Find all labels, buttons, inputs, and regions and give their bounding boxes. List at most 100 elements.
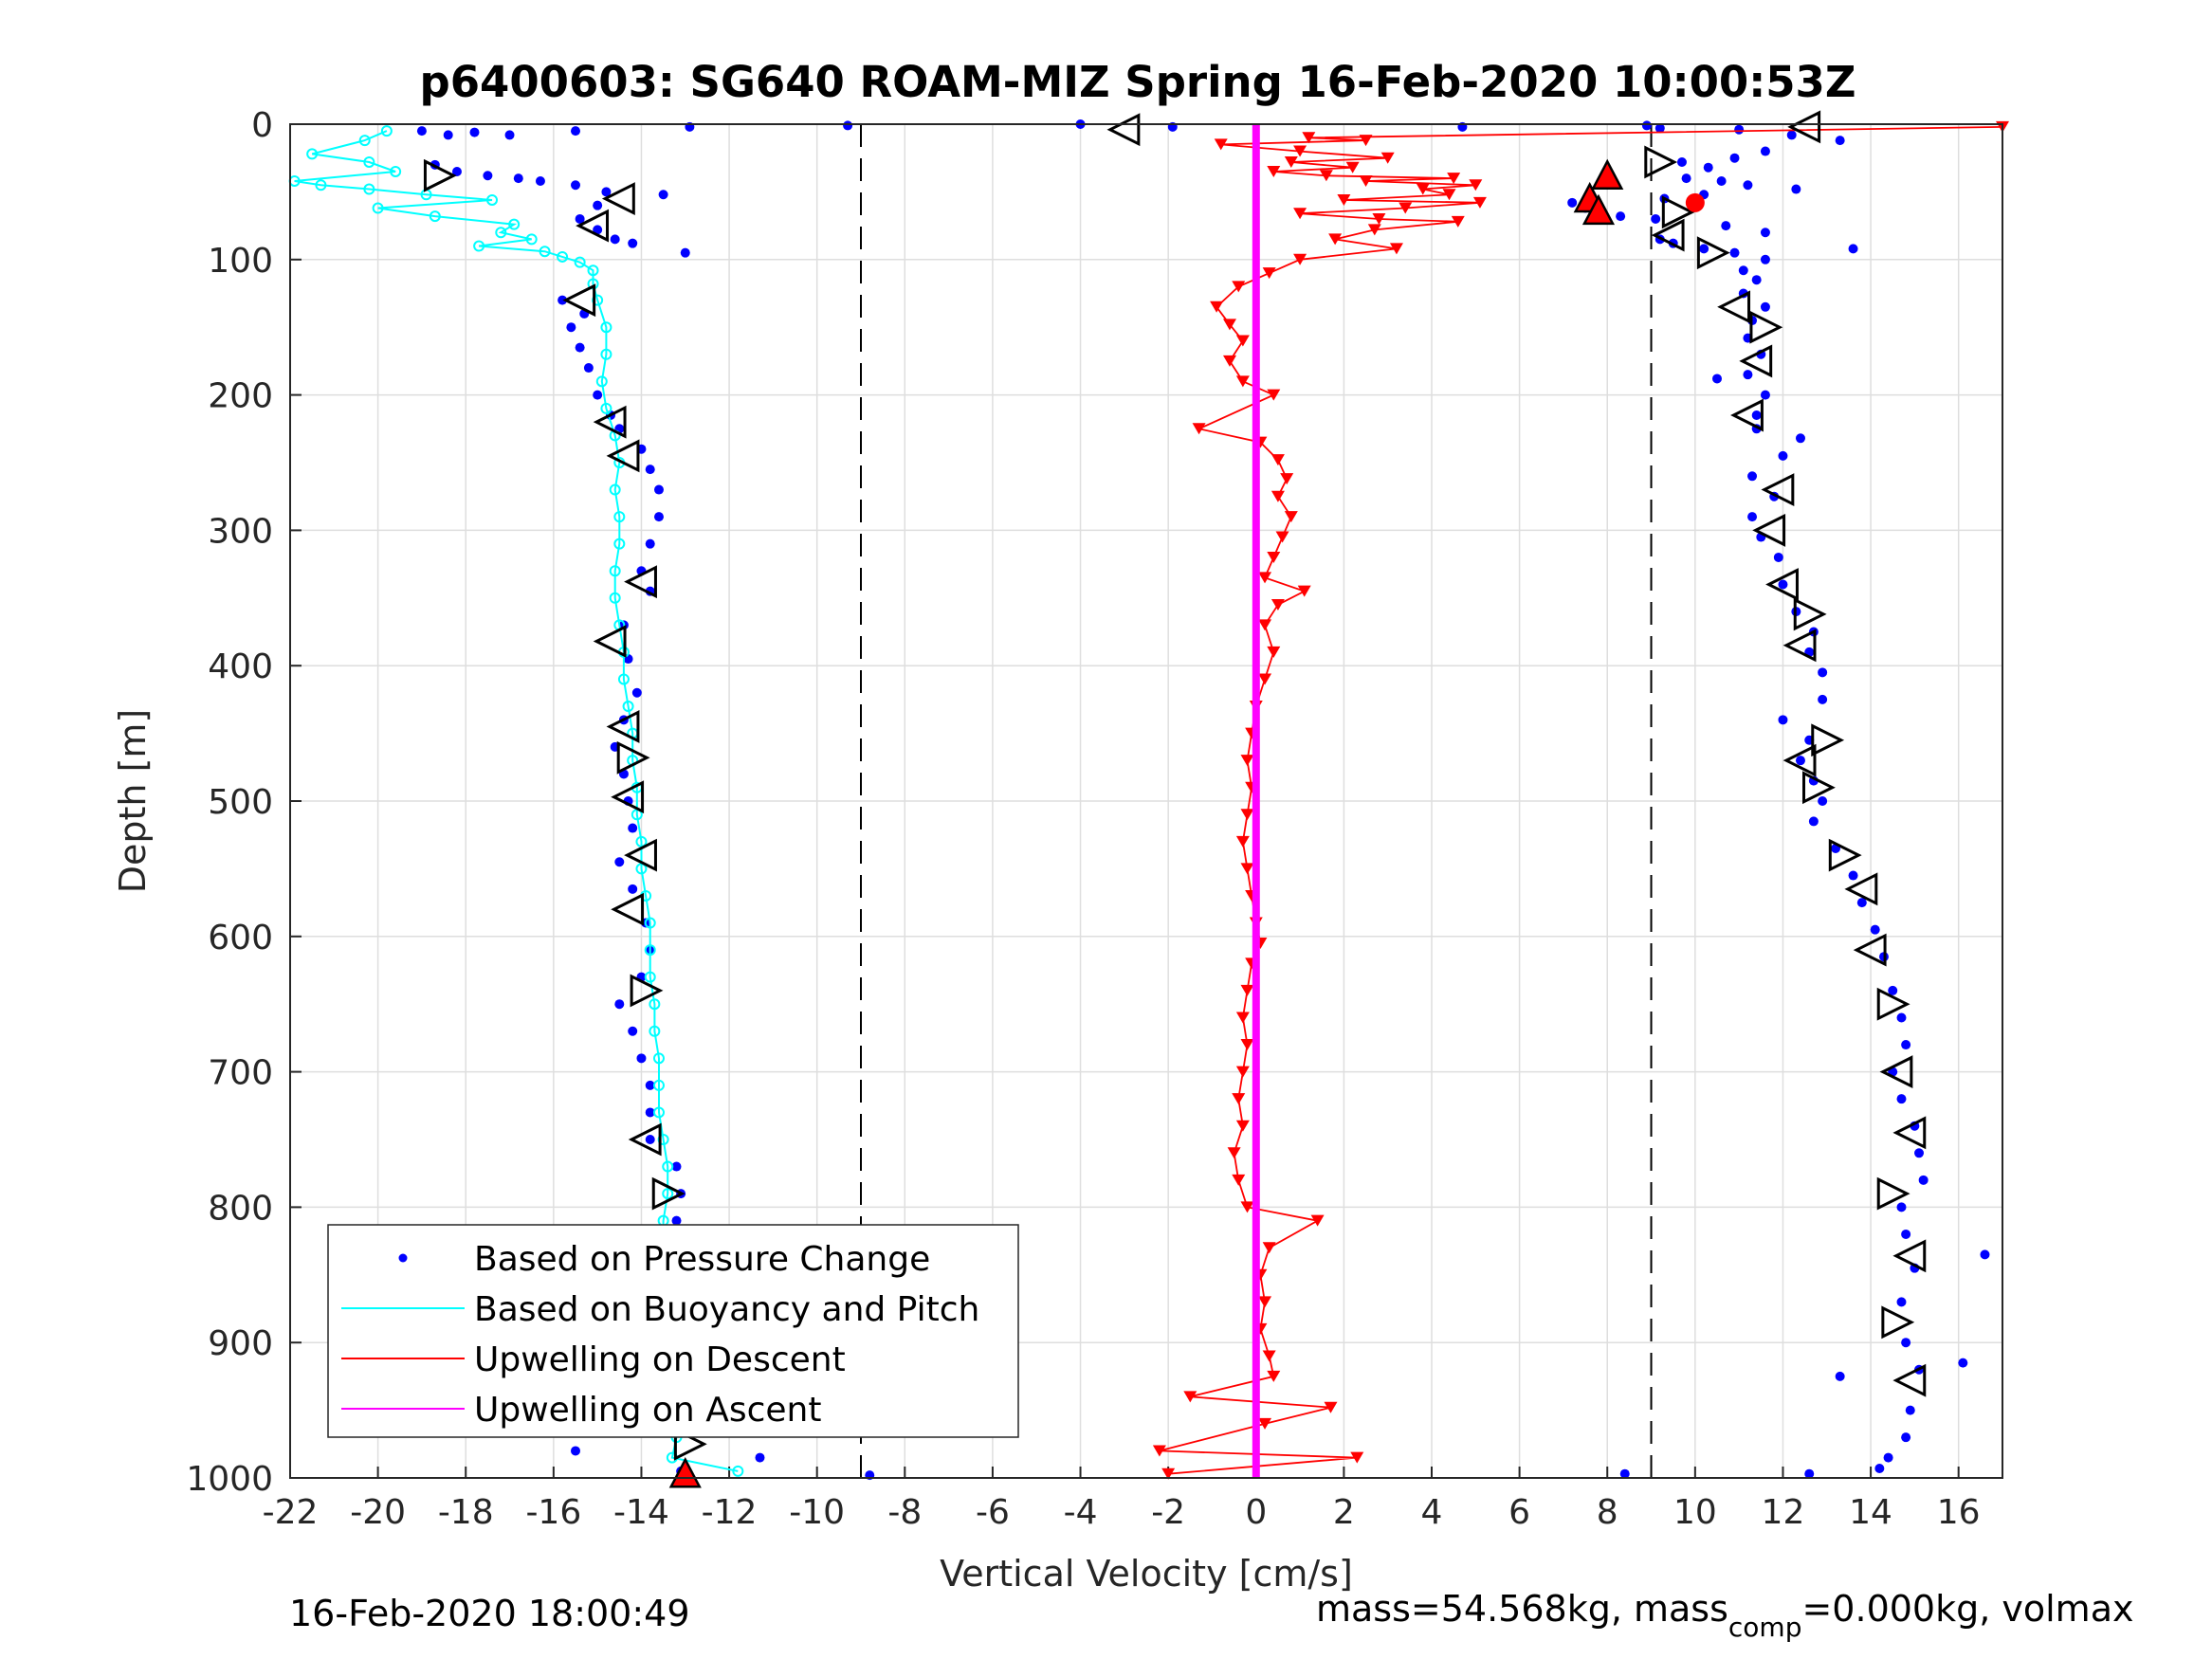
plot-frame (289, 123, 2003, 1479)
upwelling-descent-point (1472, 196, 1487, 209)
pressure-change-point (1760, 254, 1770, 264)
buoyancy-pitch-point (363, 183, 375, 195)
buoyancy-pitch-point (609, 592, 621, 604)
buoyancy-pitch-point (649, 998, 661, 1011)
x-tick-label: -14 (613, 1493, 669, 1532)
buoyancy-pitch-point (613, 511, 626, 523)
upwelling-descent-point (1398, 202, 1413, 214)
y-tick-label: 400 (208, 647, 273, 686)
triangle-left-marker (576, 209, 610, 243)
pressure-change-point (566, 322, 576, 333)
upwelling-descent-point (1359, 174, 1373, 187)
pressure-change-point (1751, 275, 1762, 285)
filled-dot-marker (1685, 192, 1705, 212)
pressure-change-point (1778, 450, 1788, 461)
pressure-change-point (1760, 228, 1770, 238)
pressure-change-point (1901, 1432, 1911, 1443)
upwelling-descent-point (1232, 1093, 1246, 1105)
upwelling-descent-point (1235, 1120, 1250, 1132)
triangle-left-marker (1651, 218, 1685, 252)
legend-label: Upwelling on Descent (474, 1340, 846, 1379)
upwelling-descent-point (1271, 454, 1285, 466)
pressure-change-point (1818, 694, 1828, 704)
pressure-change-point (1896, 1094, 1907, 1104)
pressure-change-point (1778, 715, 1788, 725)
pressure-change-point (1760, 146, 1770, 156)
pressure-change-point (583, 363, 594, 374)
y-tick-label: 300 (208, 512, 273, 551)
pressure-change-point (614, 857, 625, 867)
pressure-change-point (571, 180, 580, 191)
triangle-right-marker (423, 158, 457, 192)
triangle-left-marker (1782, 629, 1817, 663)
triangle-left-marker (1752, 513, 1786, 547)
pressure-change-point (628, 823, 638, 833)
upwelling-descent-point (1328, 233, 1343, 246)
buoyancy-pitch-point (609, 565, 621, 577)
triangle-right-marker (1802, 771, 1836, 805)
upwelling-descent-point (1258, 619, 1272, 631)
pressure-change-point (645, 1135, 655, 1144)
buoyancy-pitch-point (652, 1106, 665, 1119)
triangle-left-marker (1844, 872, 1878, 906)
y-tick-label: 100 (208, 242, 273, 281)
buoyancy-pitch-point (315, 179, 327, 191)
upwelling-descent-point (1240, 1039, 1254, 1051)
y-tick-label: 700 (208, 1054, 273, 1093)
buoyancy-pitch-point (732, 1465, 744, 1477)
upwelling-descent-point (1284, 155, 1298, 168)
pressure-change-point (1786, 130, 1797, 140)
pressure-change-point (1676, 156, 1687, 167)
upwelling-descent-point (1222, 319, 1236, 331)
triangle-left-marker (1853, 933, 1887, 967)
pressure-change-point (610, 234, 620, 245)
buoyancy-pitch-point (644, 917, 656, 929)
x-tick-label: 6 (1508, 1493, 1530, 1532)
pressure-change-point (1901, 1229, 1911, 1239)
x-tick-label: -16 (525, 1493, 581, 1532)
buoyancy-pitch-point (380, 125, 393, 137)
pressure-change-point (1751, 410, 1762, 421)
y-tick-label: 800 (208, 1189, 273, 1228)
buoyancy-pitch-point (600, 402, 612, 414)
upwelling-descent-point (1372, 212, 1386, 225)
pressure-change-point (1896, 1012, 1907, 1023)
pressure-change-point (469, 127, 480, 137)
upwelling-descent-point (1267, 646, 1281, 658)
pressure-change-point (483, 171, 493, 181)
pressure-change-point (628, 238, 638, 248)
legend-label: Based on Pressure Change (474, 1240, 930, 1279)
y-axis-label: Depth [m] (112, 709, 154, 894)
upwelling-descent-point (1235, 835, 1250, 848)
buoyancy-pitch-point (595, 375, 608, 388)
upwelling-descent-point (1284, 511, 1298, 523)
x-tick-label: -22 (263, 1493, 319, 1532)
triangle-filled-marker (1581, 193, 1616, 226)
triangle-left-marker (628, 1122, 662, 1157)
x-tick-label: 2 (1333, 1493, 1355, 1532)
pressure-change-point (1760, 301, 1770, 312)
upwelling-descent-point (1469, 179, 1483, 191)
upwelling-descent-point (1389, 243, 1403, 255)
pressure-change-point (1896, 1297, 1907, 1307)
footer-mass-prefix: mass=54.568kg, mass (1316, 1588, 1728, 1630)
triangle-left-marker (1739, 344, 1773, 378)
upwelling-descent-point (1442, 189, 1456, 201)
x-tick-label: -18 (438, 1493, 494, 1532)
upwelling-descent-point (1183, 1391, 1197, 1403)
upwelling-descent-point (1192, 423, 1206, 435)
upwelling-descent-point (1240, 1201, 1254, 1213)
upwelling-descent-point (1161, 1468, 1176, 1480)
pressure-change-point (755, 1452, 765, 1463)
triangle-left-marker (593, 405, 627, 439)
triangle-filled-marker (1591, 158, 1624, 191)
buoyancy-pitch-point (662, 1160, 674, 1173)
triangle-right-marker (1881, 1305, 1915, 1340)
upwelling-descent-point (1262, 267, 1276, 280)
pressure-change-point (680, 247, 690, 258)
footer-mass-suffix: =0.000kg, volmax (1801, 1588, 2133, 1630)
triangle-right-marker (1811, 723, 1845, 757)
pressure-change-point (1905, 1405, 1915, 1415)
pressure-change-point (1883, 1452, 1893, 1463)
